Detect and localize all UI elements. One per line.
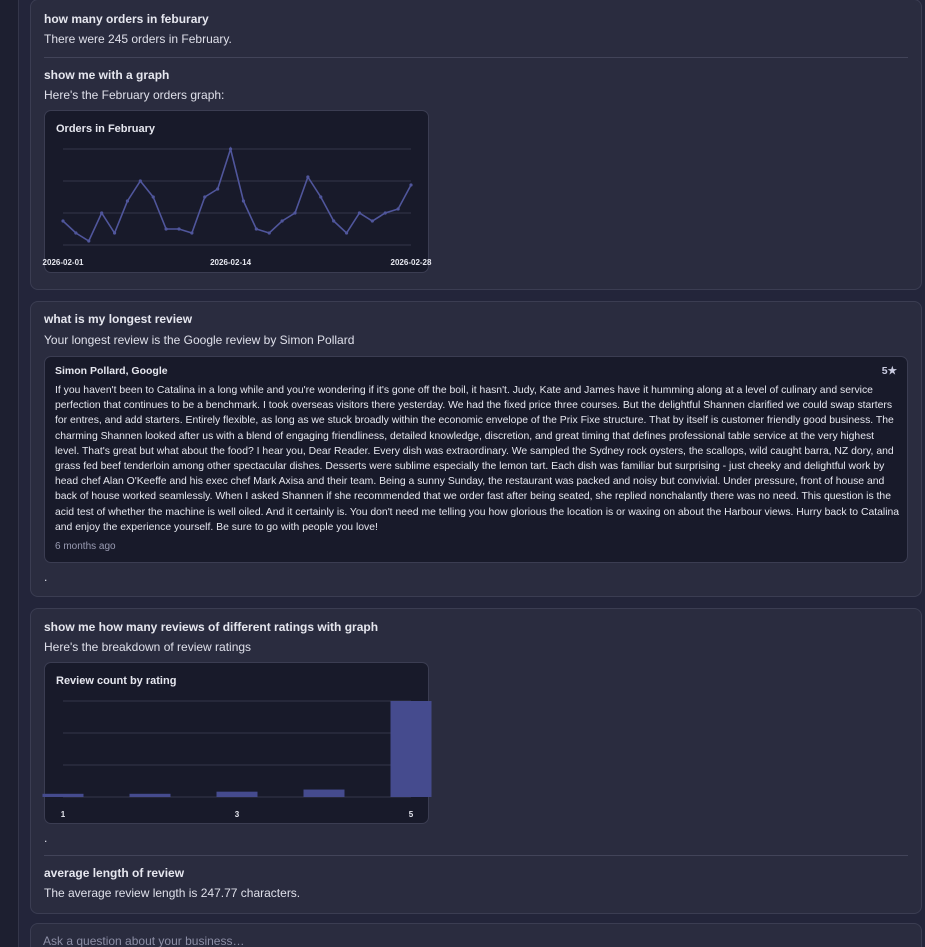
point (254, 227, 258, 231)
point (344, 231, 349, 235)
note: . (44, 570, 48, 584)
point (216, 187, 220, 191)
bar (129, 793, 171, 797)
point (241, 199, 246, 203)
point (370, 219, 374, 223)
chart: Orders in February 2026-02-01 2026-02-14 20… (43, 110, 432, 273)
answer: Your longest review is the Google review… (44, 333, 355, 347)
question: how many orders in feburary (44, 12, 209, 26)
line (62, 146, 412, 243)
point (74, 231, 78, 235)
point (280, 219, 284, 223)
x-tick-label: 2026-02-28 (391, 258, 432, 267)
point (383, 211, 387, 215)
x-tick-label: 5 (409, 810, 414, 819)
point (409, 183, 413, 187)
bar (303, 789, 345, 797)
review-time: 6 months ago (55, 541, 116, 552)
question: average length of review (44, 866, 185, 880)
point (319, 195, 323, 199)
point (87, 239, 91, 243)
point (190, 231, 194, 235)
answer: The average review length is 247.77 char… (44, 886, 301, 900)
x-tick-label: 3 (235, 810, 240, 819)
point (396, 207, 400, 211)
answer: Here's the February orders graph: (44, 88, 225, 102)
question: what is my longest review (44, 312, 193, 326)
review-card: Simon Pollard, Google 5★ If you haven't … (44, 356, 908, 563)
point (293, 211, 297, 215)
point (112, 231, 117, 235)
point (332, 219, 336, 223)
answer: There were 245 orders in February. (44, 32, 232, 46)
point (203, 195, 207, 199)
bar (390, 701, 432, 797)
point (228, 147, 233, 151)
point (306, 175, 310, 179)
review-rating: 5★ (881, 365, 897, 377)
sidebar (0, 0, 19, 947)
point (138, 179, 142, 183)
note: . (44, 831, 48, 845)
chart: Review count by rating 1 3 5 (42, 662, 432, 824)
chart-title: Review count by rating (56, 675, 176, 687)
bar (42, 793, 84, 797)
question-input[interactable]: Ask a question about your business… (30, 923, 922, 947)
bar (216, 791, 258, 797)
point (100, 211, 104, 215)
chart-title: Orders in February (56, 123, 156, 135)
review-text: If you haven't been to Catalina in a lon… (55, 385, 900, 533)
question: show me with a graph (44, 68, 170, 82)
point (125, 199, 130, 203)
point (177, 227, 181, 231)
answer: Here's the breakdown of review ratings (44, 640, 252, 654)
point (164, 227, 168, 231)
point (357, 211, 362, 215)
divider (44, 57, 908, 58)
question: show me how many reviews of different ra… (44, 620, 379, 634)
x-tick-label: 2026-02-01 (43, 258, 84, 267)
point (151, 195, 155, 199)
review-author: Simon Pollard, Google (55, 365, 168, 377)
x-tick-label: 2026-02-14 (210, 258, 251, 267)
point (61, 219, 65, 223)
point (267, 231, 271, 235)
divider (44, 855, 908, 856)
input-placeholder: Ask a question about your business… (43, 934, 245, 947)
x-tick-label: 1 (61, 810, 66, 819)
